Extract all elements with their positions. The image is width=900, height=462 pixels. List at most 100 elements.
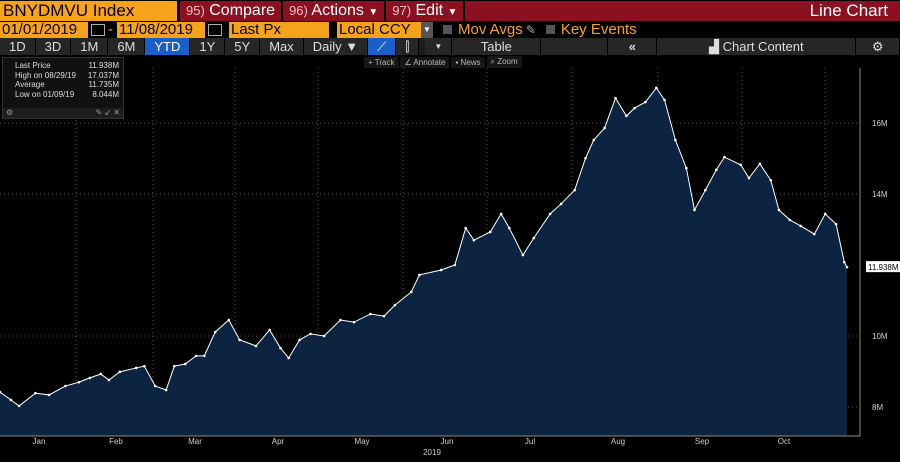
data-point [655,86,658,90]
bar-chart-icon[interactable]: ⫿ [396,38,420,55]
data-point [227,318,231,322]
period-5y[interactable]: 5Y [225,38,261,55]
line-chart-icon[interactable]: ⟋ [368,38,397,55]
actions-num: 96) [289,2,308,18]
actions-label: Actions [311,1,364,19]
data-point [153,384,157,388]
data-point [592,138,596,142]
period-1d[interactable]: 1D [0,38,36,55]
data-point [409,290,413,294]
y-tick-label: 16M [872,119,888,128]
data-point [693,208,696,212]
data-point [279,346,282,350]
table-button[interactable]: Table [452,38,542,55]
data-point [747,176,751,180]
chart-content-button[interactable]: ▟ Chart Content [657,38,857,55]
data-point [107,378,111,382]
data-point [714,168,718,172]
key-events-checkbox[interactable] [545,25,555,34]
zoom-tool[interactable]: ⌕ Zoom [486,56,522,68]
data-point [339,318,342,322]
line-chart[interactable]: 16M 14M 10M 8M 11.938M Jan Feb Mar Apr May Jun Jul A… [0,68,900,462]
frequency-select[interactable]: Daily ▼ [303,38,369,55]
data-point [685,166,688,170]
data-point [758,162,762,166]
data-point [788,218,792,222]
x-axis-year: 2019 [423,448,441,457]
data-point [164,388,168,392]
pencil-icon[interactable]: ✎ [525,22,536,37]
end-date-input[interactable]: 11/08/2019 [117,21,205,38]
data-point [202,354,206,358]
legend-box: Last Price 11.938M High on 08/29/19 17.037… [2,57,124,119]
legend-high: High on 08/29/19 17.037M [15,70,119,80]
field-select[interactable]: Last Px [229,21,329,38]
data-point [0,390,2,394]
period-3d[interactable]: 3D [35,38,72,55]
start-date-input[interactable]: 01/01/2019 [0,21,88,38]
chart-style-dropdown-icon[interactable]: ▼ [425,38,453,55]
ticker-field[interactable]: BNYDMVU Index [0,0,177,21]
range-bar: 01/01/2019 - 11/08/2019 Last Px Local CC… [0,21,900,38]
dropdown-icon[interactable]: ▼ [421,21,433,38]
y-tick-label: 8M [872,403,883,412]
period-1y[interactable]: 1Y [190,38,226,55]
data-point [845,265,849,269]
data-point [118,370,122,374]
data-point [644,100,647,104]
edit-button[interactable]: 97) Edit ▼ [386,0,464,21]
track-tool[interactable]: + Track [364,56,399,68]
annotate-tool[interactable]: ∠ Annotate [400,56,450,68]
compare-button[interactable]: 95) Compare [180,0,282,21]
last-price-label: 11.938M [868,263,899,272]
calendar-icon[interactable] [91,23,105,36]
mov-avgs-checkbox[interactable] [443,25,452,34]
x-tick-label: Sep [695,437,710,446]
data-point [382,314,386,318]
data-point [499,212,503,216]
data-point [584,156,587,160]
data-point [352,320,356,324]
data-point [834,222,838,226]
legend-average: Average 11.735M [15,80,119,89]
period-6m[interactable]: 6M [108,38,146,55]
data-point [777,208,781,212]
legend-window-icons[interactable]: ✎ ↙ ✕ [95,108,120,117]
data-point [34,391,37,395]
settings-gear-icon[interactable]: ⚙ [856,38,900,55]
mov-avgs-label[interactable]: Mov Avgs [458,21,523,38]
collapse-button[interactable]: « [608,38,658,55]
calendar-icon[interactable] [208,23,222,36]
data-point [769,178,773,182]
news-tool[interactable]: ▪ News [451,56,485,68]
chevron-down-icon: ▼ [368,6,379,18]
data-point [194,354,198,358]
area-fill [0,87,847,437]
currency-select[interactable]: Local CCY [337,21,421,38]
spacer [541,38,609,55]
data-point [663,98,666,102]
data-point [64,384,67,388]
data-point [439,268,443,272]
gear-icon[interactable]: ⚙ [6,108,14,117]
data-point [704,188,707,192]
period-max[interactable]: Max [260,38,304,55]
key-events-label[interactable]: Key Events [560,21,637,38]
x-tick-label: Mar [188,437,202,446]
data-point [183,362,187,366]
data-point [238,338,241,342]
actions-button[interactable]: 96) Actions ▼ [283,0,385,21]
data-point [488,230,492,234]
data-point [47,393,51,397]
period-1m[interactable]: 1M [71,38,109,55]
data-point [633,106,636,110]
period-ytd[interactable]: YTD [145,38,191,55]
data-point [614,96,617,100]
data-point [823,212,827,216]
data-point [573,188,576,192]
edit-num: 97) [392,2,412,18]
data-point [548,212,552,216]
data-point [507,226,511,230]
data-point [532,236,536,240]
y-tick-label: 14M [872,190,888,199]
